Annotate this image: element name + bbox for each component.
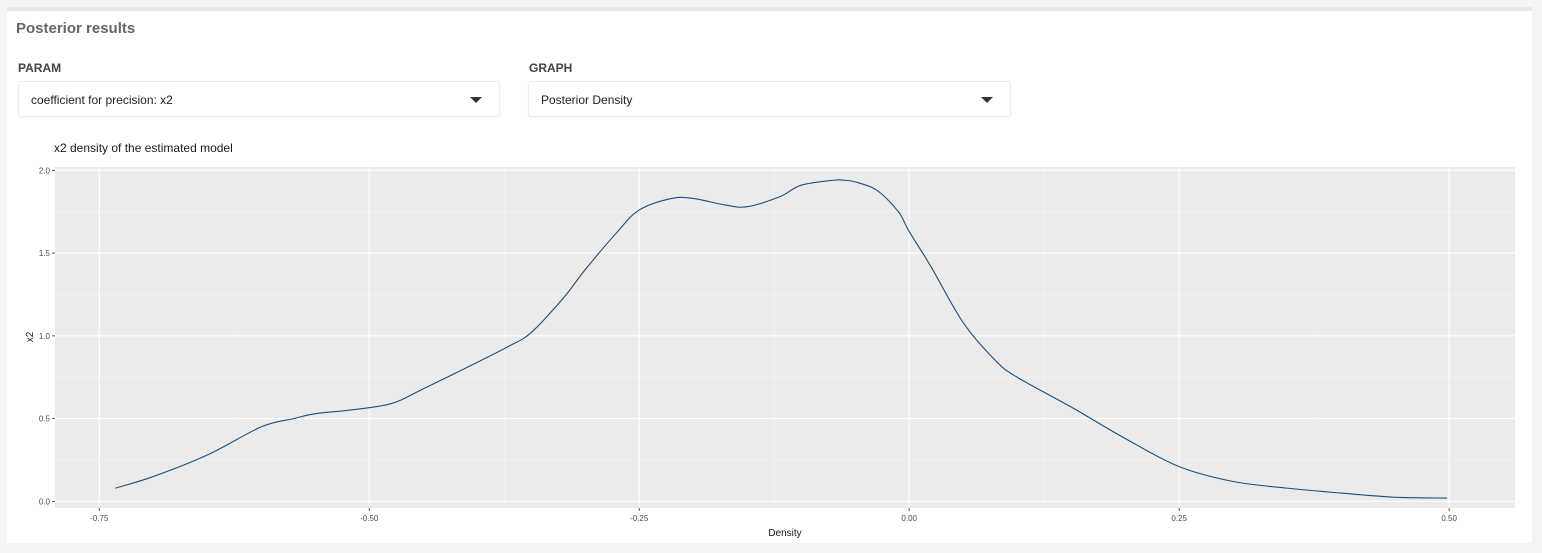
- y-tick-label: 0.5: [39, 415, 51, 424]
- graph-select[interactable]: Posterior Density: [528, 81, 1011, 117]
- y-axis: 0.0 0.5 1.0 1.5 2.0: [39, 166, 55, 506]
- density-chart: x2 density of the estimated model -0.75-…: [25, 141, 1515, 539]
- y-tick-label: 2.0: [39, 166, 51, 175]
- y-tick-label: 1.5: [39, 249, 51, 258]
- y-axis-label: x2: [25, 331, 36, 342]
- param-select-value: coefficient for precision: x2: [31, 93, 173, 107]
- graph-select-value: Posterior Density: [541, 93, 633, 107]
- param-select[interactable]: coefficient for precision: x2: [18, 81, 500, 117]
- grid-major: [55, 167, 1515, 508]
- x-tick-label: -0.75: [90, 514, 109, 523]
- x-tick-label: 0.50: [1441, 514, 1457, 523]
- x-axis-label: Density: [768, 528, 801, 539]
- y-tick-label: 0.0: [39, 497, 51, 506]
- y-tick-label: 1.0: [39, 332, 51, 341]
- grid-minor: [55, 167, 1515, 508]
- plot-panel: [55, 167, 1515, 508]
- x-tick-label: -0.25: [630, 514, 649, 523]
- posterior-results-panel: Posterior results PARAM coefficient for …: [7, 7, 1532, 543]
- chevron-down-icon: [470, 97, 482, 103]
- x-tick-label: 0.00: [901, 514, 917, 523]
- x-axis: -0.75 -0.50 -0.25 0.00 0.25 0.50: [90, 508, 1457, 523]
- chart-title: x2 density of the estimated model: [54, 141, 233, 155]
- x-tick-label: 0.25: [1171, 514, 1187, 523]
- density-line: [115, 179, 1447, 499]
- panel-title: Posterior results: [16, 20, 136, 37]
- x-tick-label: -0.50: [360, 514, 379, 523]
- chevron-down-icon: [981, 97, 993, 103]
- graph-label: GRAPH: [529, 61, 573, 75]
- param-label: PARAM: [18, 61, 62, 75]
